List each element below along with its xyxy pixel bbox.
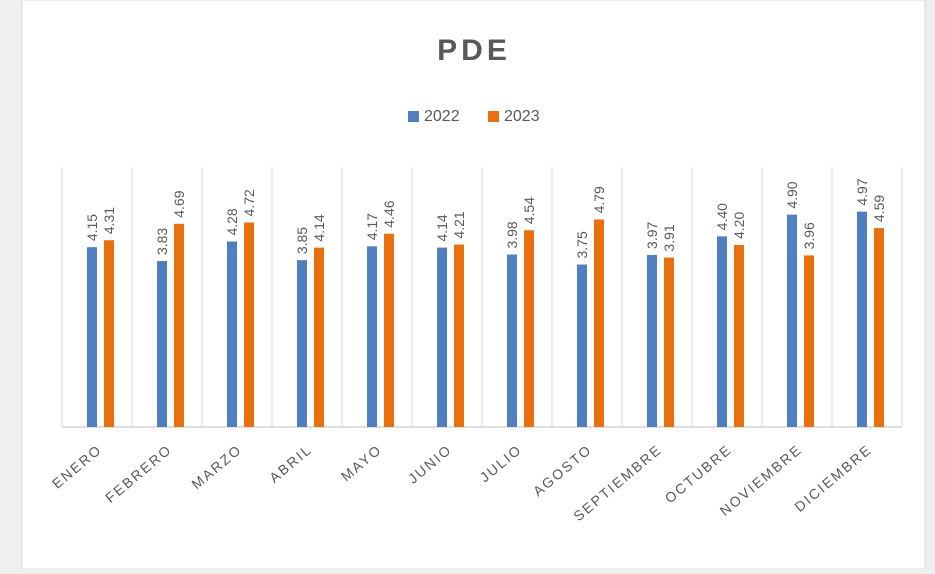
bar [524, 230, 534, 427]
bar [227, 241, 237, 427]
data-label: 3.96 [801, 222, 817, 249]
bar [314, 247, 324, 427]
data-label: 3.85 [294, 227, 310, 254]
bar [367, 246, 377, 427]
bar [454, 244, 464, 427]
bar [384, 233, 394, 427]
bar [664, 257, 674, 427]
data-label: 4.20 [731, 212, 747, 239]
bar [174, 223, 184, 427]
data-label: 4.15 [84, 214, 100, 241]
data-label: 4.17 [364, 213, 380, 240]
bar [804, 255, 814, 427]
data-label: 4.28 [224, 208, 240, 235]
legend-swatch [408, 111, 419, 122]
bar [594, 219, 604, 427]
bar [734, 245, 744, 427]
legend-label: 2022 [424, 108, 460, 125]
data-label: 4.14 [434, 214, 450, 241]
bar [577, 264, 587, 427]
bar [87, 247, 97, 427]
data-label: 3.97 [644, 222, 660, 249]
bar [104, 240, 114, 427]
bar [157, 261, 167, 427]
bar [874, 228, 884, 427]
chart-title: PDE [437, 34, 511, 67]
data-label: 4.59 [871, 195, 887, 222]
legend-swatch [488, 111, 499, 122]
data-label: 3.83 [154, 228, 170, 255]
bar [857, 211, 867, 427]
bar [437, 247, 447, 427]
data-label: 4.97 [854, 178, 870, 205]
data-label: 4.72 [241, 189, 257, 216]
data-label: 4.21 [451, 211, 467, 238]
data-label: 4.40 [714, 203, 730, 230]
data-label: 4.14 [311, 214, 327, 241]
bar [717, 236, 727, 427]
data-label: 3.91 [661, 224, 677, 251]
data-label: 4.79 [591, 186, 607, 213]
data-label: 4.90 [784, 181, 800, 208]
bar [787, 214, 797, 427]
bar [297, 260, 307, 427]
data-label: 3.98 [504, 221, 520, 248]
data-label: 4.54 [521, 197, 537, 224]
data-label: 4.69 [171, 190, 187, 217]
chart-area [21, 0, 926, 570]
bar [647, 254, 657, 427]
data-label: 4.31 [101, 207, 117, 234]
bar [244, 222, 254, 427]
data-label: 3.75 [574, 231, 590, 258]
legend-label: 2023 [504, 108, 540, 125]
bar [507, 254, 517, 427]
data-label: 4.46 [381, 200, 397, 227]
